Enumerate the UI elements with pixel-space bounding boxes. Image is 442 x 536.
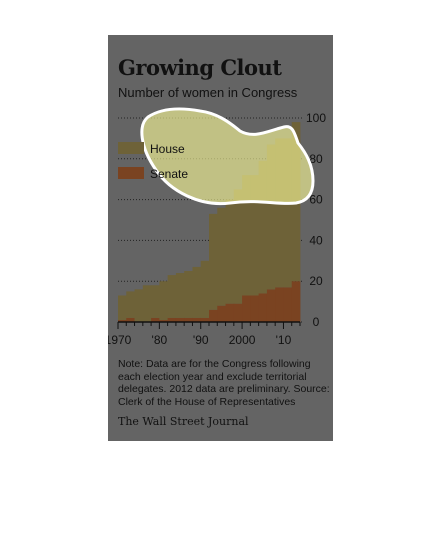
house-bar xyxy=(275,138,284,288)
senate-bar xyxy=(167,317,177,322)
senate-bar xyxy=(275,287,284,322)
senate-bar xyxy=(283,287,293,322)
senate-bar xyxy=(151,317,160,322)
senate-bar xyxy=(159,319,169,322)
house-bar xyxy=(209,213,218,310)
chart-source: The Wall Street Journal xyxy=(118,415,249,428)
chart-subtitle: Number of women in Congress xyxy=(118,85,298,100)
senate-bar xyxy=(233,303,243,322)
house-bar xyxy=(134,289,144,322)
x-tick-label: '10 xyxy=(276,333,292,347)
x-tick-label: '90 xyxy=(193,333,209,347)
senate-bar xyxy=(184,317,193,322)
senate-bar xyxy=(126,317,135,322)
senate-bar xyxy=(209,309,218,322)
stacked-area-chart: 0 20 40 60 80 100 1970 '80 '90 2000 '10 House Senate xyxy=(108,107,326,347)
house-bar xyxy=(126,291,135,318)
legend-swatch-senate xyxy=(118,167,144,179)
senate-bar xyxy=(250,295,260,322)
y-tick-label: 0 xyxy=(313,315,320,329)
senate-bar xyxy=(217,305,226,322)
senate-bar xyxy=(175,317,185,322)
house-bar xyxy=(258,160,268,294)
chart-panel: Growing Clout Number of women in Congres… xyxy=(108,35,333,441)
x-tick-label: 1970 xyxy=(108,333,132,347)
y-tick-label: 40 xyxy=(309,233,323,247)
house-bar xyxy=(167,275,177,318)
house-bar xyxy=(250,175,260,296)
y-tick-label: 100 xyxy=(306,111,326,125)
y-tick-label: 80 xyxy=(309,152,323,166)
house-bar xyxy=(242,175,251,296)
house-bar xyxy=(266,144,276,290)
x-tick-label: 2000 xyxy=(229,333,256,347)
x-tick-label: '80 xyxy=(152,333,168,347)
house-bar xyxy=(184,271,193,318)
house-bar xyxy=(200,260,210,318)
highlight-overlay xyxy=(140,107,315,206)
house-bar xyxy=(217,207,226,306)
house-bar xyxy=(192,266,202,318)
house-bar xyxy=(283,138,293,288)
house-bar xyxy=(225,199,235,304)
legend-label-house: House xyxy=(150,142,185,156)
senate-bar xyxy=(242,295,251,322)
house-bar xyxy=(142,285,152,322)
senate-bar xyxy=(118,319,127,322)
senate-bar xyxy=(200,317,210,322)
senate-bar xyxy=(225,303,235,322)
chart-note: Note: Data are for the Congress followin… xyxy=(118,358,330,408)
house-bar xyxy=(175,273,185,318)
senate-bar xyxy=(192,317,202,322)
house-bar xyxy=(159,281,169,320)
y-tick-label: 60 xyxy=(309,193,323,207)
senate-bar xyxy=(266,289,276,322)
senate-bar xyxy=(291,281,301,322)
house-bar xyxy=(118,295,127,320)
senate-bar xyxy=(258,293,268,322)
house-bar xyxy=(233,189,243,304)
y-tick-label: 20 xyxy=(309,274,323,288)
chart-title: Growing Clout xyxy=(118,55,282,80)
legend-swatch-house xyxy=(118,142,144,154)
house-bar xyxy=(151,285,160,318)
legend-label-senate: Senate xyxy=(150,167,188,181)
